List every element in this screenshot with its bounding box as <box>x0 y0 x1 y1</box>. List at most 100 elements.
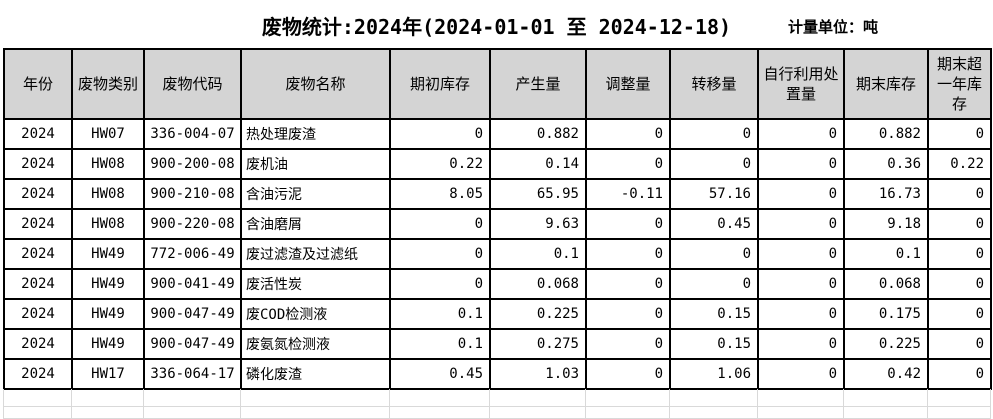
table-row: 2024 HW49 772-006-49 废过滤渣及过滤纸 0 0.1 0 0 0 0.1 0 <box>3 238 992 270</box>
table-cell: 0.42 <box>843 358 929 390</box>
table-cell: 0.225 <box>489 298 587 330</box>
column-header: 期末超一年库存 <box>927 48 992 120</box>
column-header: 产生量 <box>489 48 587 120</box>
table-cell: 0 <box>585 298 671 330</box>
table-cell: 0.068 <box>489 268 587 300</box>
column-header: 期初库存 <box>389 48 491 120</box>
table-cell: 900-200-08 <box>143 148 242 180</box>
table-cell: 0.45 <box>389 358 491 390</box>
table-cell: 336-004-07 <box>143 118 242 150</box>
empty-cell <box>240 406 390 419</box>
empty-cell <box>71 406 144 419</box>
table-cell: HW49 <box>71 328 145 360</box>
table-cell: 0.1 <box>389 298 491 330</box>
table-cell: 0 <box>757 268 845 300</box>
table-cell: 废过滤渣及过滤纸 <box>240 238 391 270</box>
table-cell: 1.06 <box>669 358 759 390</box>
table-row: 2024 HW49 900-047-49 废COD检测液 0.1 0.225 0 0.15 0 0… <box>3 298 992 330</box>
table-cell: 0 <box>585 208 671 240</box>
table-cell: 2024 <box>3 298 73 330</box>
table-cell: 0.068 <box>843 268 929 300</box>
table-cell: 0.15 <box>669 298 759 330</box>
table-cell: 0 <box>927 118 992 150</box>
empty-cell <box>240 389 390 407</box>
column-header: 废物名称 <box>240 48 391 120</box>
empty-cell <box>389 406 490 419</box>
table-cell: 0 <box>927 268 992 300</box>
table-row: 2024 HW07 336-004-07 热处理废渣 0 0.882 0 0 0 0.882 0 <box>3 118 992 150</box>
empty-cell <box>143 389 241 407</box>
table-cell: 2024 <box>3 268 73 300</box>
empty-cell <box>489 406 586 419</box>
table-body: 2024 HW07 336-004-07 热处理废渣 0 0.882 0 0 0 0.882 0 20… <box>3 118 992 390</box>
empty-cell <box>843 389 928 407</box>
empty-cell <box>927 389 991 407</box>
table-cell: 900-041-49 <box>143 268 242 300</box>
empty-cell <box>71 389 144 407</box>
column-header: 年份 <box>3 48 73 120</box>
table-cell: HW17 <box>71 358 145 390</box>
table-row: 2024 HW17 336-064-17 磷化废渣 0.45 1.03 0 1.06 0 0.42… <box>3 358 992 390</box>
table-row: 2024 HW49 900-041-49 废活性炭 0 0.068 0 0 0 0.068 0 <box>3 268 992 300</box>
table-cell: 0 <box>389 268 491 300</box>
table-cell: 900-047-49 <box>143 298 242 330</box>
table-cell: 0.14 <box>489 148 587 180</box>
table-cell: 0 <box>757 178 845 210</box>
table-cell: 0 <box>757 298 845 330</box>
column-header: 期末库存 <box>843 48 929 120</box>
column-header: 废物类别 <box>71 48 145 120</box>
table-cell: 废活性炭 <box>240 268 391 300</box>
table-row: 2024 HW08 900-220-08 含油磨屑 0 9.63 0 0.45 0 9.18 0 <box>3 208 992 240</box>
table-row: 2024 HW08 900-210-08 含油污泥 8.05 65.95 -0.11 57.1… <box>3 178 992 210</box>
table-cell: 0 <box>927 208 992 240</box>
table-cell: 0.1 <box>489 238 587 270</box>
empty-cell <box>843 406 928 419</box>
table-cell: 336-064-17 <box>143 358 242 390</box>
table-cell: 0 <box>669 118 759 150</box>
waste-stats-table: 年份 废物类别 废物代码 废物名称 期初库存 产生量 调整量 转移量 自行利用处置量 期末库存 期末… <box>3 48 992 390</box>
table-cell: 2024 <box>3 178 73 210</box>
table-cell: 2024 <box>3 358 73 390</box>
table-cell: 0.882 <box>489 118 587 150</box>
table-cell: 0.175 <box>843 298 929 330</box>
empty-cell <box>757 406 844 419</box>
unit-label: 计量单位：吨 <box>788 18 879 36</box>
table-cell: 0.1 <box>843 238 929 270</box>
table-cell: 900-210-08 <box>143 178 242 210</box>
table-cell: 900-047-49 <box>143 328 242 360</box>
table-cell: HW08 <box>71 148 145 180</box>
table-cell: HW49 <box>71 298 145 330</box>
table-cell: 57.16 <box>669 178 759 210</box>
table-cell: 0.36 <box>843 148 929 180</box>
table-cell: 1.03 <box>489 358 587 390</box>
column-header: 自行利用处置量 <box>757 48 845 120</box>
table-cell: 废机油 <box>240 148 391 180</box>
table-cell: 8.05 <box>389 178 491 210</box>
empty-cell <box>389 389 490 407</box>
table-cell: 0.882 <box>843 118 929 150</box>
table-cell: 废氨氮检测液 <box>240 328 391 360</box>
table-cell: 0.22 <box>927 148 992 180</box>
column-header: 转移量 <box>669 48 759 120</box>
table-cell: HW49 <box>71 238 145 270</box>
table-cell: 0 <box>927 358 992 390</box>
table-cell: HW07 <box>71 118 145 150</box>
table-cell: 0 <box>389 238 491 270</box>
table-cell: 65.95 <box>489 178 587 210</box>
table-cell: 9.18 <box>843 208 929 240</box>
table-cell: 0 <box>757 358 845 390</box>
empty-cell <box>3 389 72 407</box>
table-cell: 0 <box>757 148 845 180</box>
empty-cell <box>757 389 844 407</box>
table-cell: HW08 <box>71 178 145 210</box>
page-title: 废物统计:2024年(2024-01-01 至 2024-12-18) <box>261 15 732 39</box>
table-cell: 16.73 <box>843 178 929 210</box>
table-cell: 0 <box>389 118 491 150</box>
table-cell: 0 <box>927 178 992 210</box>
table-cell: 0 <box>757 328 845 360</box>
table-cell: 9.63 <box>489 208 587 240</box>
table-cell: -0.11 <box>585 178 671 210</box>
table-cell: 0 <box>757 238 845 270</box>
table-cell: 0 <box>585 238 671 270</box>
empty-cell <box>585 406 670 419</box>
